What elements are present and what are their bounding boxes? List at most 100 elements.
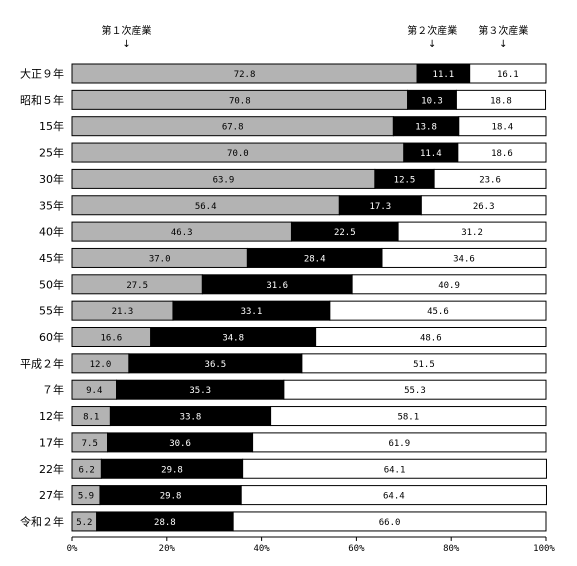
bar-segment-series-3 — [232, 511, 547, 532]
category-label: 15年 — [39, 119, 64, 133]
data-label: 51.5 — [413, 360, 435, 370]
data-label: 11.1 — [433, 70, 455, 80]
bar-segment-series-3 — [457, 142, 547, 163]
legend-label: 第３次産業 — [478, 24, 528, 37]
data-label: 35.3 — [189, 386, 211, 396]
data-label: 29.8 — [160, 492, 182, 502]
data-label: 33.1 — [241, 307, 263, 317]
bar-segment-series-3 — [455, 89, 547, 110]
data-label: 61.9 — [388, 439, 410, 449]
data-label: 10.3 — [421, 96, 443, 106]
bar-segment-series-3 — [301, 353, 547, 374]
data-label: 16.6 — [100, 334, 122, 344]
bar-segment-series-3 — [458, 116, 547, 137]
bars: 72.8 11.1 16.1 70.8 10.3 18.8 67.8 13.8 18.4 70.0… — [71, 63, 547, 532]
data-label: 5.2 — [76, 518, 92, 528]
data-label: 63.9 — [213, 175, 235, 185]
bar-segment-series-3 — [351, 274, 547, 295]
data-label: 5.9 — [78, 492, 94, 502]
x-tick-label: 60% — [348, 544, 365, 554]
data-label: 6.2 — [79, 465, 95, 475]
data-label: 26.3 — [473, 202, 495, 212]
data-label: 56.4 — [195, 202, 217, 212]
data-label: 28.8 — [154, 518, 176, 528]
data-label: 28.4 — [304, 254, 326, 264]
legend-arrow-icon: ↓ — [428, 39, 436, 50]
data-label: 18.8 — [490, 96, 512, 106]
data-label: 27.5 — [126, 281, 148, 291]
category-label: 50年 — [39, 277, 64, 291]
data-label: 9.4 — [86, 386, 102, 396]
data-label: 11.4 — [420, 149, 442, 159]
data-label: 40.9 — [438, 281, 460, 291]
category-label: 昭和５年 — [20, 93, 64, 107]
bar-segment-series-3 — [270, 406, 547, 427]
bar-segment-series-3 — [381, 247, 547, 268]
category-label: 45年 — [39, 251, 64, 265]
data-label: 8.1 — [83, 413, 99, 423]
legend-label: 第２次産業 — [407, 24, 457, 37]
category-label: 12年 — [39, 409, 64, 423]
x-tick-label: 80% — [443, 544, 460, 554]
data-label: 13.8 — [415, 123, 437, 133]
data-label: 30.6 — [169, 439, 191, 449]
x-tick-label: 20% — [159, 544, 176, 554]
legend-label: 第１次産業 — [102, 24, 152, 37]
category-label: 27年 — [39, 488, 64, 502]
data-label: 36.5 — [205, 360, 227, 370]
data-label: 31.2 — [461, 228, 483, 238]
data-label: 34.8 — [222, 334, 244, 344]
x-tick-label: 100% — [533, 544, 555, 554]
category-label: 55年 — [39, 304, 64, 318]
data-label: 67.8 — [222, 123, 244, 133]
bar-segment-series-3 — [420, 195, 547, 216]
category-label: 令和２年 — [20, 514, 64, 528]
bar-segment-series-3 — [315, 327, 547, 347]
category-label: 40年 — [39, 225, 64, 239]
x-tick-label: 0% — [67, 544, 78, 554]
bar-segment-series-3 — [240, 485, 547, 506]
data-label: 7.5 — [82, 439, 98, 449]
data-label: 55.3 — [404, 386, 426, 396]
category-label: 22年 — [39, 462, 64, 476]
data-label: 33.8 — [180, 413, 202, 423]
category-label: 60年 — [39, 330, 64, 344]
data-label: 18.4 — [492, 123, 514, 133]
legend: 第１次産業 ↓ 第２次産業 ↓ 第３次産業 ↓ — [102, 24, 529, 50]
data-label: 70.0 — [227, 149, 249, 159]
x-tick-label: 40% — [253, 544, 270, 554]
data-label: 18.6 — [491, 149, 513, 159]
category-label: ７年 — [42, 383, 64, 397]
category-label: 30年 — [39, 172, 64, 186]
data-label: 23.6 — [479, 175, 501, 185]
category-label: 17年 — [39, 435, 64, 449]
bar-segment-series-3 — [433, 168, 547, 189]
category-label: 35年 — [39, 198, 64, 212]
legend-arrow-icon: ↓ — [122, 39, 130, 50]
data-label: 58.1 — [397, 413, 419, 423]
data-label: 37.0 — [149, 254, 171, 264]
data-label: 72.8 — [234, 70, 256, 80]
data-label: 34.6 — [453, 254, 475, 264]
legend-arrow-icon: ↓ — [499, 39, 507, 50]
category-label: 平成２年 — [20, 356, 64, 370]
bar-segment-series-3 — [397, 221, 547, 242]
data-label: 66.0 — [379, 518, 401, 528]
bar-segment-series-3 — [252, 432, 547, 453]
data-label: 64.1 — [384, 465, 406, 475]
data-label: 64.4 — [383, 492, 405, 502]
category-label: 25年 — [39, 146, 64, 160]
bar-segment-series-3 — [329, 300, 547, 321]
category-label: 大正９年 — [20, 67, 64, 81]
data-label: 22.5 — [334, 228, 356, 238]
data-label: 12.0 — [90, 360, 112, 370]
bar-segment-series-3 — [283, 379, 547, 400]
data-label: 46.3 — [171, 228, 193, 238]
data-label: 21.3 — [112, 307, 134, 317]
data-label: 31.6 — [266, 281, 288, 291]
data-label: 48.6 — [420, 334, 442, 344]
data-label: 12.5 — [394, 175, 416, 185]
x-axis: 0% 20% 40% 60% 80% 100% — [67, 536, 555, 554]
